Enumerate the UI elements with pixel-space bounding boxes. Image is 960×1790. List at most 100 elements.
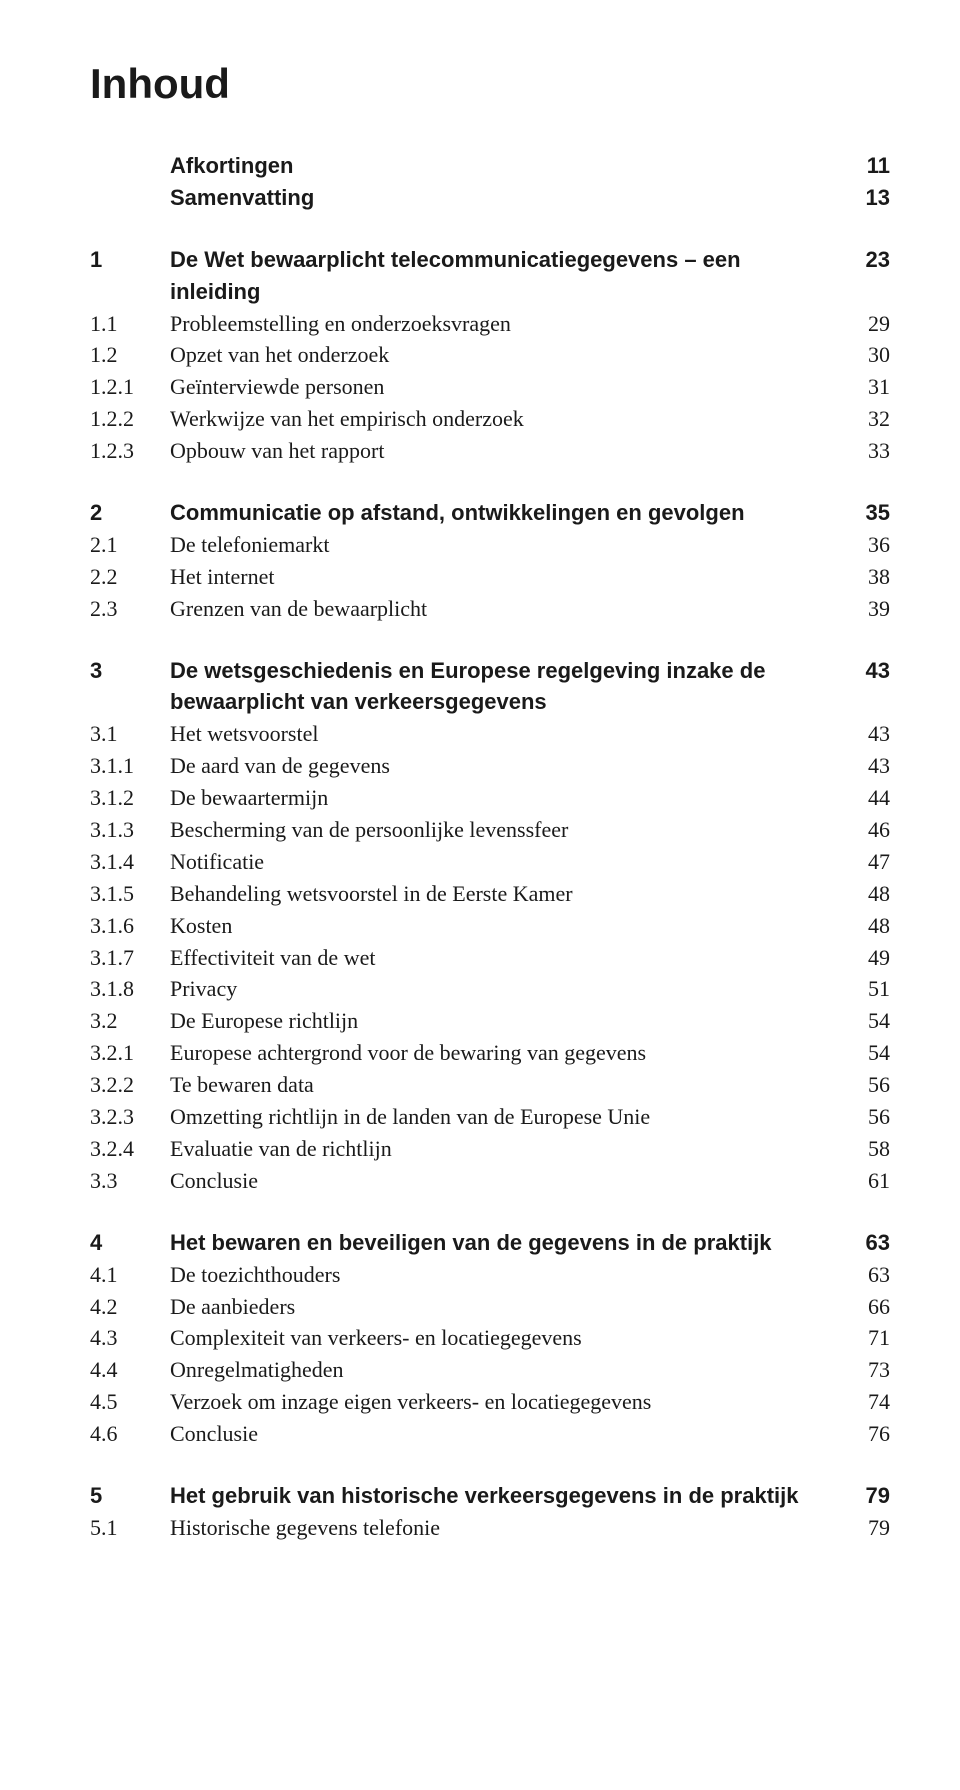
toc-row: 1.2Opzet van het onderzoek30 <box>90 339 890 371</box>
toc-row: 2.3Grenzen van de bewaarplicht39 <box>90 593 890 625</box>
toc-entry-number: 3.2.1 <box>90 1037 170 1069</box>
toc-row: 1De Wet bewaarplicht telecommunicatiegeg… <box>90 244 890 308</box>
toc-entry-number: 1 <box>90 244 170 276</box>
toc-row: 4.3Complexiteit van verkeers- en locatie… <box>90 1322 890 1354</box>
toc-entry-title: Notificatie <box>170 846 840 878</box>
toc-entry-title: Communicatie op afstand, ontwikkelingen … <box>170 497 840 529</box>
toc-row: 4.5Verzoek om inzage eigen verkeers- en … <box>90 1386 890 1418</box>
toc-row: 3.1.2De bewaartermijn44 <box>90 782 890 814</box>
toc-entry-page: 79 <box>840 1512 890 1544</box>
toc-row: 3.1.7Effectiviteit van de wet49 <box>90 942 890 974</box>
toc-entry-page: 47 <box>840 846 890 878</box>
toc-entry-page: 76 <box>840 1418 890 1450</box>
toc-entry-title: Grenzen van de bewaarplicht <box>170 593 840 625</box>
toc-entry-title: Behandeling wetsvoorstel in de Eerste Ka… <box>170 878 840 910</box>
toc-row: 3.1.4Notificatie47 <box>90 846 890 878</box>
toc-entry-page: 71 <box>840 1322 890 1354</box>
toc-entry-number: 3.1.6 <box>90 910 170 942</box>
toc-entry-page: 54 <box>840 1005 890 1037</box>
toc-entry-number: 3.2.2 <box>90 1069 170 1101</box>
toc-entry-title: De wetsgeschiedenis en Europese regelgev… <box>170 655 840 719</box>
toc-entry-title: Het internet <box>170 561 840 593</box>
table-of-contents: Afkortingen11Samenvatting131De Wet bewaa… <box>90 150 890 1544</box>
toc-row: 3.1Het wetsvoorstel43 <box>90 718 890 750</box>
toc-entry-page: 49 <box>840 942 890 974</box>
toc-entry-title: De aard van de gegevens <box>170 750 840 782</box>
toc-entry-page: 63 <box>840 1227 890 1259</box>
toc-entry-number: 3.1.2 <box>90 782 170 814</box>
toc-row: 3.1.1De aard van de gegevens43 <box>90 750 890 782</box>
toc-entry-number: 2.3 <box>90 593 170 625</box>
toc-entry-title: Onregelmatigheden <box>170 1354 840 1386</box>
toc-entry-page: 61 <box>840 1165 890 1197</box>
toc-row: 4.6Conclusie76 <box>90 1418 890 1450</box>
toc-entry-page: 48 <box>840 878 890 910</box>
toc-row: 2.2Het internet38 <box>90 561 890 593</box>
toc-row: 3De wetsgeschiedenis en Europese regelge… <box>90 655 890 719</box>
toc-entry-title: Conclusie <box>170 1165 840 1197</box>
toc-entry-number: 1.2.2 <box>90 403 170 435</box>
toc-entry-page: 32 <box>840 403 890 435</box>
toc-entry-title: Het gebruik van historische verkeersgege… <box>170 1480 840 1512</box>
toc-entry-number: 4.6 <box>90 1418 170 1450</box>
toc-entry-page: 36 <box>840 529 890 561</box>
toc-entry-number: 4.3 <box>90 1322 170 1354</box>
toc-entry-page: 54 <box>840 1037 890 1069</box>
toc-entry-title: Verzoek om inzage eigen verkeers- en loc… <box>170 1386 840 1418</box>
toc-entry-title: Probleemstelling en onderzoeksvragen <box>170 308 840 340</box>
toc-entry-page: 66 <box>840 1291 890 1323</box>
toc-entry-page: 79 <box>840 1480 890 1512</box>
toc-entry-title: Conclusie <box>170 1418 840 1450</box>
toc-row: 1.2.3Opbouw van het rapport33 <box>90 435 890 467</box>
toc-entry-title: Het bewaren en beveiligen van de gegeven… <box>170 1227 840 1259</box>
toc-entry-number: 4.1 <box>90 1259 170 1291</box>
toc-row: 2Communicatie op afstand, ontwikkelingen… <box>90 497 890 529</box>
toc-row: 3.2.1Europese achtergrond voor de bewari… <box>90 1037 890 1069</box>
toc-entry-number: 3.1.3 <box>90 814 170 846</box>
toc-entry-title: De aanbieders <box>170 1291 840 1323</box>
toc-entry-number: 1.2.3 <box>90 435 170 467</box>
toc-entry-page: 56 <box>840 1069 890 1101</box>
toc-row: 4.2De aanbieders66 <box>90 1291 890 1323</box>
toc-entry-title: Bescherming van de persoonlijke levenssf… <box>170 814 840 846</box>
toc-row: 3.1.5Behandeling wetsvoorstel in de Eers… <box>90 878 890 910</box>
toc-entry-title: Historische gegevens telefonie <box>170 1512 840 1544</box>
toc-entry-page: 23 <box>840 244 890 276</box>
toc-entry-number: 3.2 <box>90 1005 170 1037</box>
toc-row: 1.2.2Werkwijze van het empirisch onderzo… <box>90 403 890 435</box>
toc-entry-title: De Wet bewaarplicht telecommunicatiegege… <box>170 244 840 308</box>
toc-entry-title: Opzet van het onderzoek <box>170 339 840 371</box>
toc-entry-number: 3.1.1 <box>90 750 170 782</box>
toc-row: 3.2.3Omzetting richtlijn in de landen va… <box>90 1101 890 1133</box>
toc-entry-number: 3.2.3 <box>90 1101 170 1133</box>
toc-entry-number: 3.1.8 <box>90 973 170 1005</box>
toc-entry-page: 63 <box>840 1259 890 1291</box>
toc-entry-page: 31 <box>840 371 890 403</box>
toc-entry-page: 73 <box>840 1354 890 1386</box>
toc-entry-page: 46 <box>840 814 890 846</box>
toc-block: 5Het gebruik van historische verkeersgeg… <box>90 1480 890 1544</box>
toc-row: 3.2.2Te bewaren data56 <box>90 1069 890 1101</box>
toc-entry-page: 43 <box>840 750 890 782</box>
toc-entry-title: Complexiteit van verkeers- en locatiegeg… <box>170 1322 840 1354</box>
toc-block: 2Communicatie op afstand, ontwikkelingen… <box>90 497 890 625</box>
toc-entry-title: Geïnterviewde personen <box>170 371 840 403</box>
toc-row: 4.4Onregelmatigheden73 <box>90 1354 890 1386</box>
toc-row: Samenvatting13 <box>90 182 890 214</box>
toc-row: 3.2De Europese richtlijn54 <box>90 1005 890 1037</box>
toc-entry-number: 4.4 <box>90 1354 170 1386</box>
toc-row: 3.1.8Privacy51 <box>90 973 890 1005</box>
document-page: Inhoud Afkortingen11Samenvatting131De We… <box>0 0 960 1790</box>
toc-row: 3.2.4Evaluatie van de richtlijn58 <box>90 1133 890 1165</box>
toc-entry-number: 3.1.5 <box>90 878 170 910</box>
toc-row: 5Het gebruik van historische verkeersgeg… <box>90 1480 890 1512</box>
toc-entry-title: Europese achtergrond voor de bewaring va… <box>170 1037 840 1069</box>
toc-entry-number: 3.1 <box>90 718 170 750</box>
toc-entry-number: 4.5 <box>90 1386 170 1418</box>
toc-row: 1.1Probleemstelling en onderzoeksvragen2… <box>90 308 890 340</box>
toc-entry-number: 2.1 <box>90 529 170 561</box>
toc-entry-page: 30 <box>840 339 890 371</box>
toc-entry-title: Te bewaren data <box>170 1069 840 1101</box>
toc-entry-title: Effectiviteit van de wet <box>170 942 840 974</box>
toc-entry-title: Omzetting richtlijn in de landen van de … <box>170 1101 840 1133</box>
